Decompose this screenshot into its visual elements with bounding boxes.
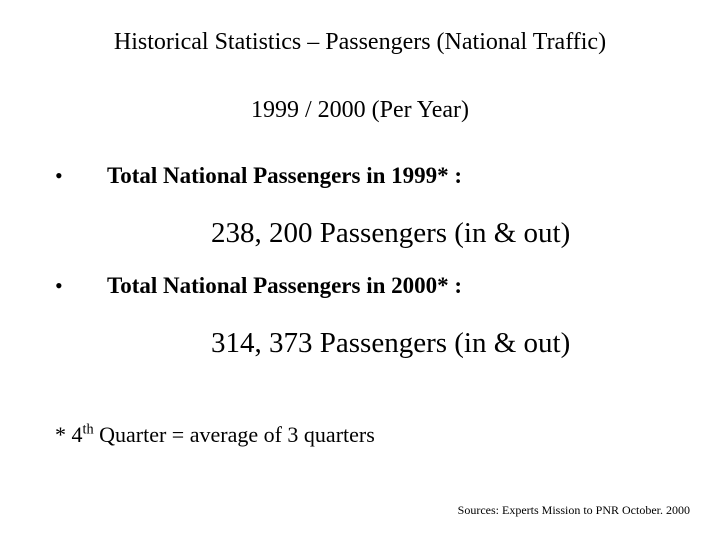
footnote-sup: th: [83, 422, 94, 438]
bullet-2000-label: Total National Passengers in 2000* :: [107, 273, 462, 299]
slide-title: Historical Statistics – Passengers (Nati…: [0, 29, 720, 56]
bullet-mark-icon: •: [55, 163, 107, 189]
slide-subtitle: 1999 / 2000 (Per Year): [0, 97, 720, 124]
footnote-prefix: * 4: [55, 422, 83, 447]
bullet-mark-icon: •: [55, 273, 107, 299]
sources-text: Sources: Experts Mission to PNR October.…: [458, 503, 690, 518]
bullet-2000: • Total National Passengers in 2000* :: [55, 273, 462, 299]
value-2000: 314, 373 Passengers (in & out): [211, 327, 570, 360]
value-1999: 238, 200 Passengers (in & out): [211, 217, 570, 250]
footnote-rest: Quarter = average of 3 quarters: [94, 422, 375, 447]
bullet-1999-label: Total National Passengers in 1999* :: [107, 163, 462, 189]
slide: Historical Statistics – Passengers (Nati…: [0, 0, 720, 540]
footnote: * 4th Quarter = average of 3 quarters: [55, 422, 375, 448]
bullet-1999: • Total National Passengers in 1999* :: [55, 163, 462, 189]
